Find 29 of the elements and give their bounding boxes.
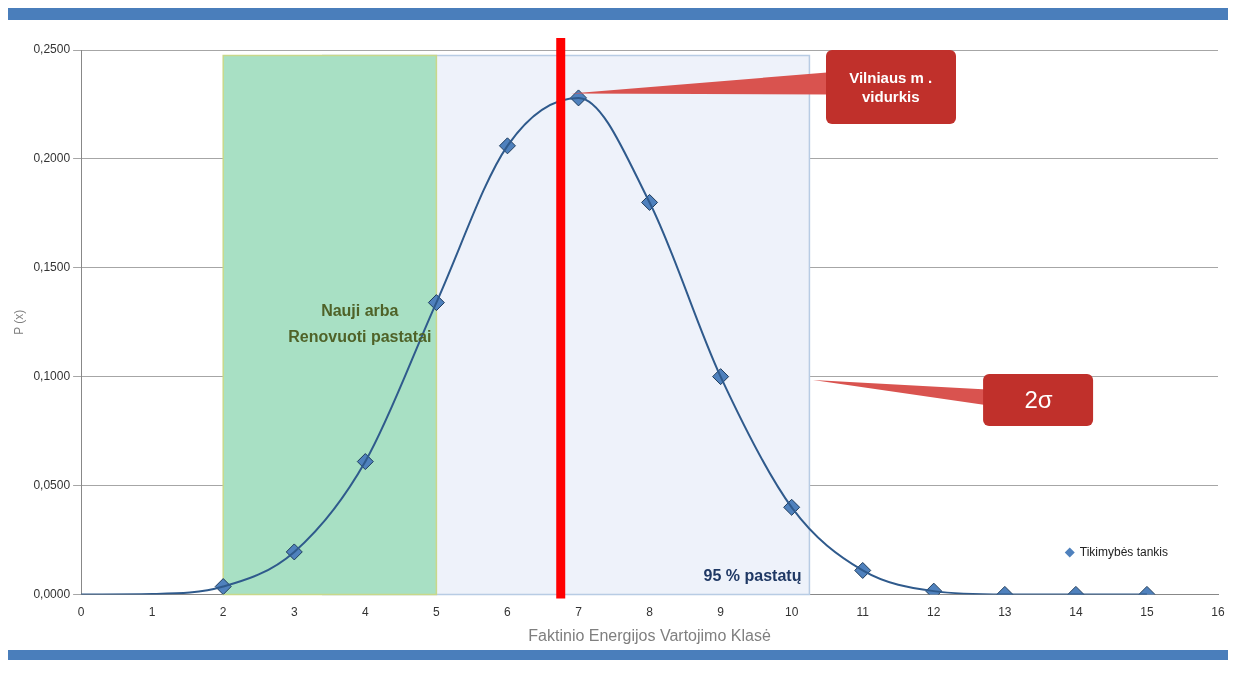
x-tick-label: 8 [646, 604, 654, 619]
y-tick-label: 0,0500 [33, 477, 71, 492]
x-tick-label: 5 [433, 604, 441, 619]
y-axis-title: P (x) [11, 309, 26, 335]
x-tick-label: 9 [717, 604, 725, 619]
annotation: 2σ [983, 373, 1094, 426]
x-tick-label: 2 [219, 604, 227, 619]
x-tick-label: 0 [77, 604, 85, 619]
x-tick-label: 13 [998, 604, 1012, 619]
x-tick-label: 7 [575, 604, 583, 619]
x-tick-label: 10 [784, 604, 799, 619]
y-tick-label: 0,1000 [33, 368, 71, 383]
x-tick-label: 11 [856, 604, 870, 619]
x-tick-label: 6 [504, 604, 512, 619]
x-tick-label: 1 [148, 604, 156, 619]
x-tick-label: 14 [1069, 604, 1083, 619]
x-tick-label: 3 [290, 604, 298, 619]
x-tick-label: 12 [927, 604, 941, 619]
x-tick-label: 16 [1211, 604, 1225, 619]
y-tick-label: 0,0000 [33, 586, 71, 601]
x-axis-title: Faktinio Energijos Vartojimo Klasė [528, 626, 771, 644]
ref-line-label: Vilniaus m . vidurkis [825, 50, 956, 124]
x-tick-label: 15 [1140, 604, 1154, 619]
y-tick-label: 0,2500 [33, 42, 71, 57]
x-tick-label: 4 [361, 604, 369, 619]
legend-label: Tikimybės tankis [1079, 544, 1169, 559]
y-tick-label: 0,2000 [33, 151, 71, 166]
band-label: 95 % pastatų [703, 566, 802, 584]
y-tick-label: 0,1500 [33, 260, 71, 275]
